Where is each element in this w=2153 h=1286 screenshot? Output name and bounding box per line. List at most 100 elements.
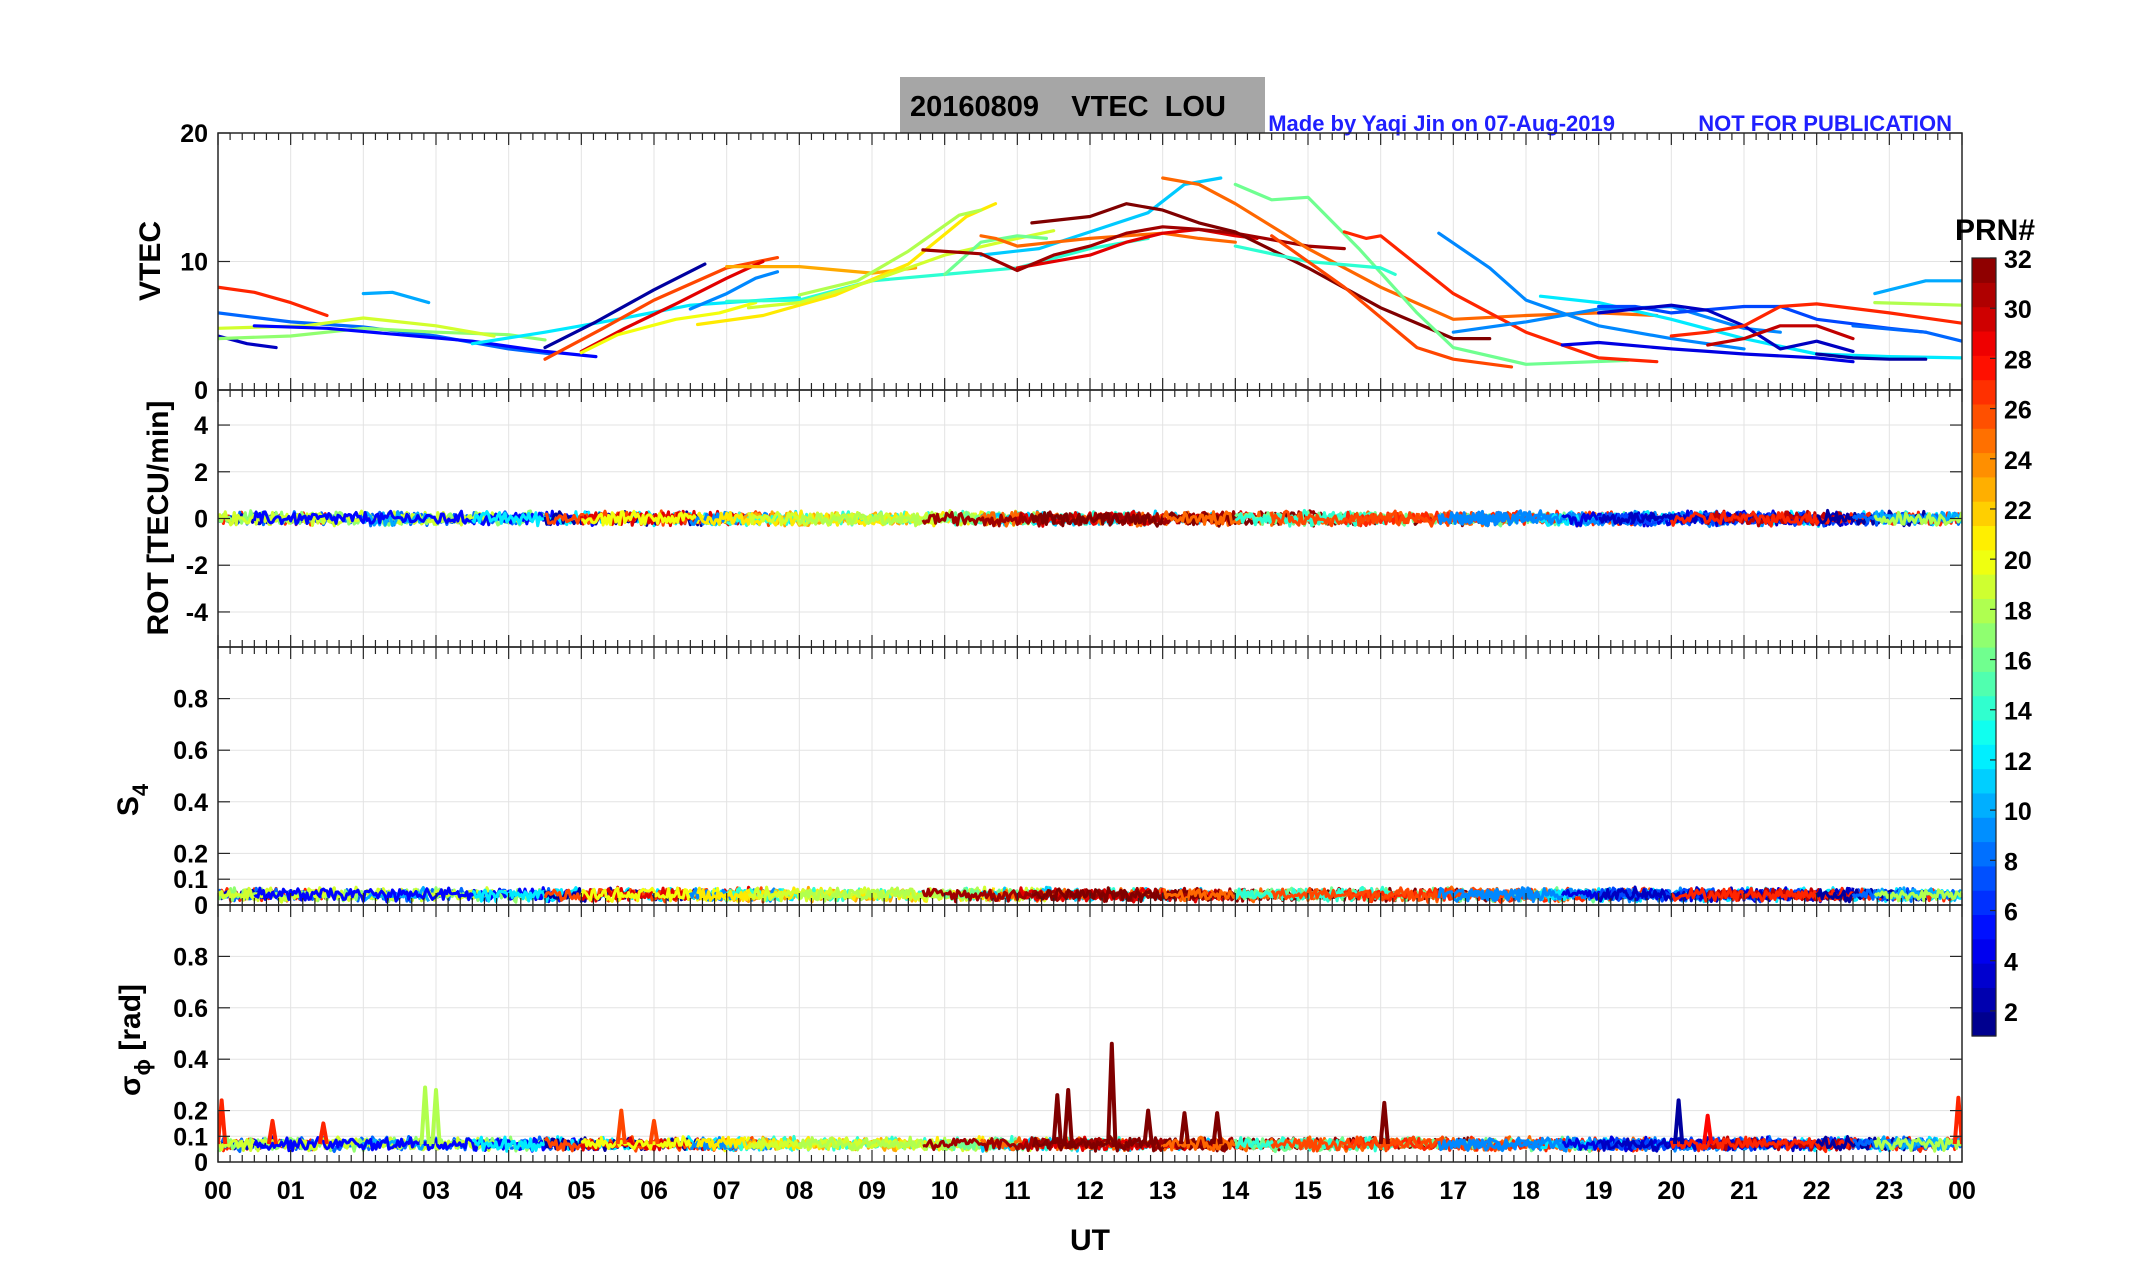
y-tick-label: 0.2 bbox=[173, 1098, 208, 1126]
x-tick-label: 17 bbox=[1439, 1177, 1467, 1205]
spike-prn-32 bbox=[1106, 1041, 1118, 1145]
credit-text: Made by Yaqi Jin on 07-Aug-2019 bbox=[1268, 111, 1615, 136]
y-tick-label: 0.2 bbox=[173, 840, 208, 868]
x-tick-label: 19 bbox=[1585, 1177, 1613, 1205]
y-tick-label: 0.8 bbox=[173, 686, 208, 714]
y-tick-label: 0.1 bbox=[173, 1123, 208, 1151]
x-tick-label: 14 bbox=[1221, 1177, 1249, 1205]
vtec-series-prn-20 bbox=[579, 301, 758, 355]
y-tick-label: 2 bbox=[194, 459, 208, 487]
colorbar-tick-label: 32 bbox=[2004, 246, 2032, 274]
vtec-series-prn-27 bbox=[1669, 302, 1962, 338]
colorbar-tick-label: 18 bbox=[2004, 597, 2032, 625]
x-tick-label: 23 bbox=[1875, 1177, 1903, 1205]
colorbar-segment bbox=[1972, 330, 1996, 356]
x-tick-label: 08 bbox=[785, 1177, 813, 1205]
colorbar-frame bbox=[1971, 257, 1997, 1037]
spike-prn-28 bbox=[1702, 1113, 1714, 1145]
colorbar-segment bbox=[1972, 501, 1996, 527]
sigma-phi-panel: 00.10.2 0.4 0.6 0.8 bbox=[173, 904, 1963, 1177]
plot-area bbox=[218, 1041, 1962, 1154]
x-axis-label: UT bbox=[1070, 1224, 1110, 1257]
y-tick-label: 0.4 bbox=[173, 789, 208, 817]
colorbar-segment bbox=[1972, 428, 1996, 454]
colorbar-segment bbox=[1972, 719, 1996, 745]
x-tick-label: 10 bbox=[931, 1177, 959, 1205]
x-tick-label: 11 bbox=[1004, 1177, 1031, 1205]
y-tick-label: 10 bbox=[180, 249, 208, 277]
vtec-series-prn-26 bbox=[1270, 234, 1514, 369]
spike-prn-18 bbox=[419, 1085, 431, 1145]
vtec-series-prn-18 bbox=[797, 208, 983, 297]
colorbar-segment bbox=[1972, 452, 1996, 478]
y-tick-label: 0.1 bbox=[173, 866, 208, 894]
y-tick-label: 0.6 bbox=[173, 995, 208, 1023]
vtec-series-prn-8 bbox=[1851, 324, 1962, 343]
x-tick-label: 01 bbox=[277, 1177, 305, 1205]
vtec-series-prn-27 bbox=[1342, 230, 1659, 364]
colorbar-segment bbox=[1972, 549, 1996, 575]
title: 20160809 VTEC LOU bbox=[910, 91, 1226, 123]
y-tick-label: 4 bbox=[194, 412, 208, 440]
colorbar-segment bbox=[1972, 598, 1996, 624]
vtec-series-prn-26 bbox=[543, 256, 780, 361]
colorbar-segment bbox=[1972, 355, 1996, 381]
x-tick-label: 02 bbox=[349, 1177, 377, 1205]
spike-prn-27 bbox=[266, 1118, 279, 1145]
trace-prn-10 bbox=[361, 510, 430, 527]
x-tick-label: 16 bbox=[1367, 1177, 1395, 1205]
trace-prn-20 bbox=[581, 509, 756, 527]
trace-prn-10 bbox=[1873, 509, 1962, 526]
colorbar-segment bbox=[1972, 574, 1996, 599]
colorbar-tick-label: 16 bbox=[2004, 648, 2032, 676]
x-tick-label: 20 bbox=[1657, 1177, 1685, 1205]
spike-prn-2 bbox=[1672, 1098, 1685, 1145]
x-tick-label: 18 bbox=[1512, 1177, 1540, 1205]
vtec-series-prn-4 bbox=[1560, 340, 1855, 364]
colorbar-tick-label: 6 bbox=[2004, 899, 2018, 927]
spike-prn-32 bbox=[1378, 1100, 1390, 1145]
sigma-phi-ylabel: σϕ [rad] bbox=[114, 984, 155, 1096]
not-for-publication: NOT FOR PUBLICATION bbox=[1698, 111, 1952, 136]
colorbar-tick-label: 20 bbox=[2004, 547, 2032, 575]
colorbar-segment bbox=[1972, 792, 1996, 818]
colorbar-segment bbox=[1972, 671, 1996, 697]
colorbar-label: PRN# bbox=[1955, 214, 2035, 247]
colorbar-segment bbox=[1972, 258, 1996, 283]
colorbar-tick-label: 12 bbox=[2004, 748, 2032, 776]
y-tick-label: 0 bbox=[194, 506, 208, 534]
colorbar-segment bbox=[1972, 768, 1996, 794]
spike-prn-32 bbox=[1178, 1111, 1191, 1145]
colorbar-segment bbox=[1972, 476, 1996, 502]
x-tick-label: 13 bbox=[1149, 1177, 1177, 1205]
spike-prn-26 bbox=[648, 1118, 660, 1145]
x-tick-label: 06 bbox=[640, 1177, 668, 1205]
x-tick-label: 22 bbox=[1803, 1177, 1831, 1205]
x-tick-label: 15 bbox=[1294, 1177, 1322, 1205]
vtec-panel: 0 10 20 bbox=[180, 120, 1963, 405]
colorbar-tick-label: 22 bbox=[2004, 497, 2032, 525]
colorbar-segment bbox=[1972, 282, 1996, 308]
plot-area bbox=[218, 508, 1962, 528]
trace-prn-18 bbox=[797, 1135, 981, 1152]
y-tick-label: 0.4 bbox=[173, 1046, 208, 1074]
vtec-series-prn-9 bbox=[688, 270, 780, 311]
x-tick-label: 00 bbox=[1948, 1177, 1976, 1205]
s4-ylabel: S4 bbox=[112, 783, 153, 816]
colorbar-segment bbox=[1972, 987, 1996, 1013]
x-tick-label: 05 bbox=[567, 1177, 595, 1205]
trace-prn-20 bbox=[580, 1135, 756, 1153]
spike-prn-26 bbox=[615, 1108, 627, 1145]
x-tick-label: 21 bbox=[1730, 1177, 1758, 1205]
y-tick-label: 20 bbox=[180, 120, 208, 148]
y-tick-label: 0 bbox=[194, 377, 208, 405]
colorbar-segment bbox=[1972, 306, 1996, 332]
colorbar-tick-label: 4 bbox=[2004, 949, 2018, 977]
vtec-series-prn-32 bbox=[1030, 202, 1492, 341]
colorbar-tick-label: 14 bbox=[2004, 698, 2032, 726]
spike-prn-27 bbox=[1952, 1095, 1962, 1145]
vtec-series-prn-5 bbox=[252, 324, 598, 359]
y-tick-label: -4 bbox=[186, 599, 208, 627]
colorbar-tick-label: 24 bbox=[2004, 447, 2032, 475]
